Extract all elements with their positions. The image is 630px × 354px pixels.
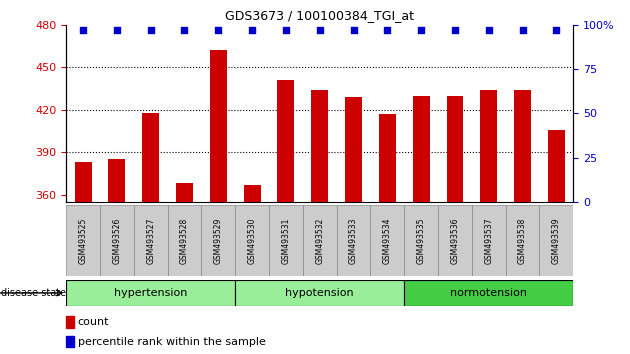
Bar — [539, 205, 573, 276]
Bar — [379, 114, 396, 202]
Text: GSM493533: GSM493533 — [349, 217, 358, 264]
Text: GSM493525: GSM493525 — [79, 217, 88, 264]
Bar — [311, 90, 328, 202]
Bar — [202, 205, 235, 276]
Point — [551, 27, 561, 33]
Bar — [142, 113, 159, 202]
Text: GSM493536: GSM493536 — [450, 217, 459, 264]
Bar — [506, 205, 539, 276]
Point — [146, 27, 156, 33]
Bar — [303, 205, 336, 276]
Text: hypotension: hypotension — [285, 288, 354, 298]
Text: percentile rank within the sample: percentile rank within the sample — [77, 337, 265, 347]
Bar — [472, 205, 506, 276]
Text: GSM493534: GSM493534 — [383, 217, 392, 264]
Point — [213, 27, 224, 33]
Text: GSM493537: GSM493537 — [484, 217, 493, 264]
Point — [416, 27, 427, 33]
Bar — [447, 96, 464, 202]
Bar — [345, 97, 362, 202]
Bar — [548, 130, 565, 202]
Bar — [100, 205, 134, 276]
Point — [315, 27, 325, 33]
Bar — [277, 80, 294, 202]
Point — [180, 27, 190, 33]
Text: GSM493539: GSM493539 — [552, 217, 561, 264]
Text: GSM493528: GSM493528 — [180, 218, 189, 264]
Bar — [438, 205, 472, 276]
Bar — [66, 336, 74, 347]
Text: count: count — [77, 317, 109, 327]
Text: GSM493538: GSM493538 — [518, 217, 527, 264]
Point — [518, 27, 528, 33]
Text: GSM493527: GSM493527 — [146, 217, 155, 264]
Bar — [269, 205, 303, 276]
Point — [484, 27, 494, 33]
Bar — [176, 183, 193, 202]
Bar — [134, 205, 168, 276]
Text: disease state: disease state — [1, 288, 66, 298]
Bar — [336, 205, 370, 276]
Bar — [370, 205, 404, 276]
Bar — [514, 90, 531, 202]
Bar — [235, 280, 404, 306]
Text: GSM493531: GSM493531 — [282, 217, 290, 264]
Bar — [66, 205, 100, 276]
Point — [281, 27, 291, 33]
Bar — [66, 280, 235, 306]
Bar — [244, 185, 261, 202]
Text: normotension: normotension — [450, 288, 527, 298]
Text: hypertension: hypertension — [114, 288, 187, 298]
Bar — [404, 280, 573, 306]
Point — [450, 27, 460, 33]
Bar — [413, 96, 430, 202]
Title: GDS3673 / 100100384_TGI_at: GDS3673 / 100100384_TGI_at — [226, 9, 415, 22]
Bar — [108, 159, 125, 202]
Bar — [235, 205, 269, 276]
Text: GSM493529: GSM493529 — [214, 217, 223, 264]
Text: GSM493526: GSM493526 — [112, 217, 122, 264]
Point — [112, 27, 122, 33]
Text: GSM493530: GSM493530 — [248, 217, 256, 264]
Bar — [480, 90, 497, 202]
Bar — [404, 205, 438, 276]
Bar — [74, 162, 91, 202]
Point — [78, 27, 88, 33]
Bar — [210, 50, 227, 202]
Bar — [168, 205, 202, 276]
Point — [382, 27, 392, 33]
Point — [348, 27, 358, 33]
Point — [247, 27, 257, 33]
Bar — [66, 316, 74, 328]
Text: GSM493532: GSM493532 — [315, 217, 324, 264]
Text: GSM493535: GSM493535 — [416, 217, 426, 264]
